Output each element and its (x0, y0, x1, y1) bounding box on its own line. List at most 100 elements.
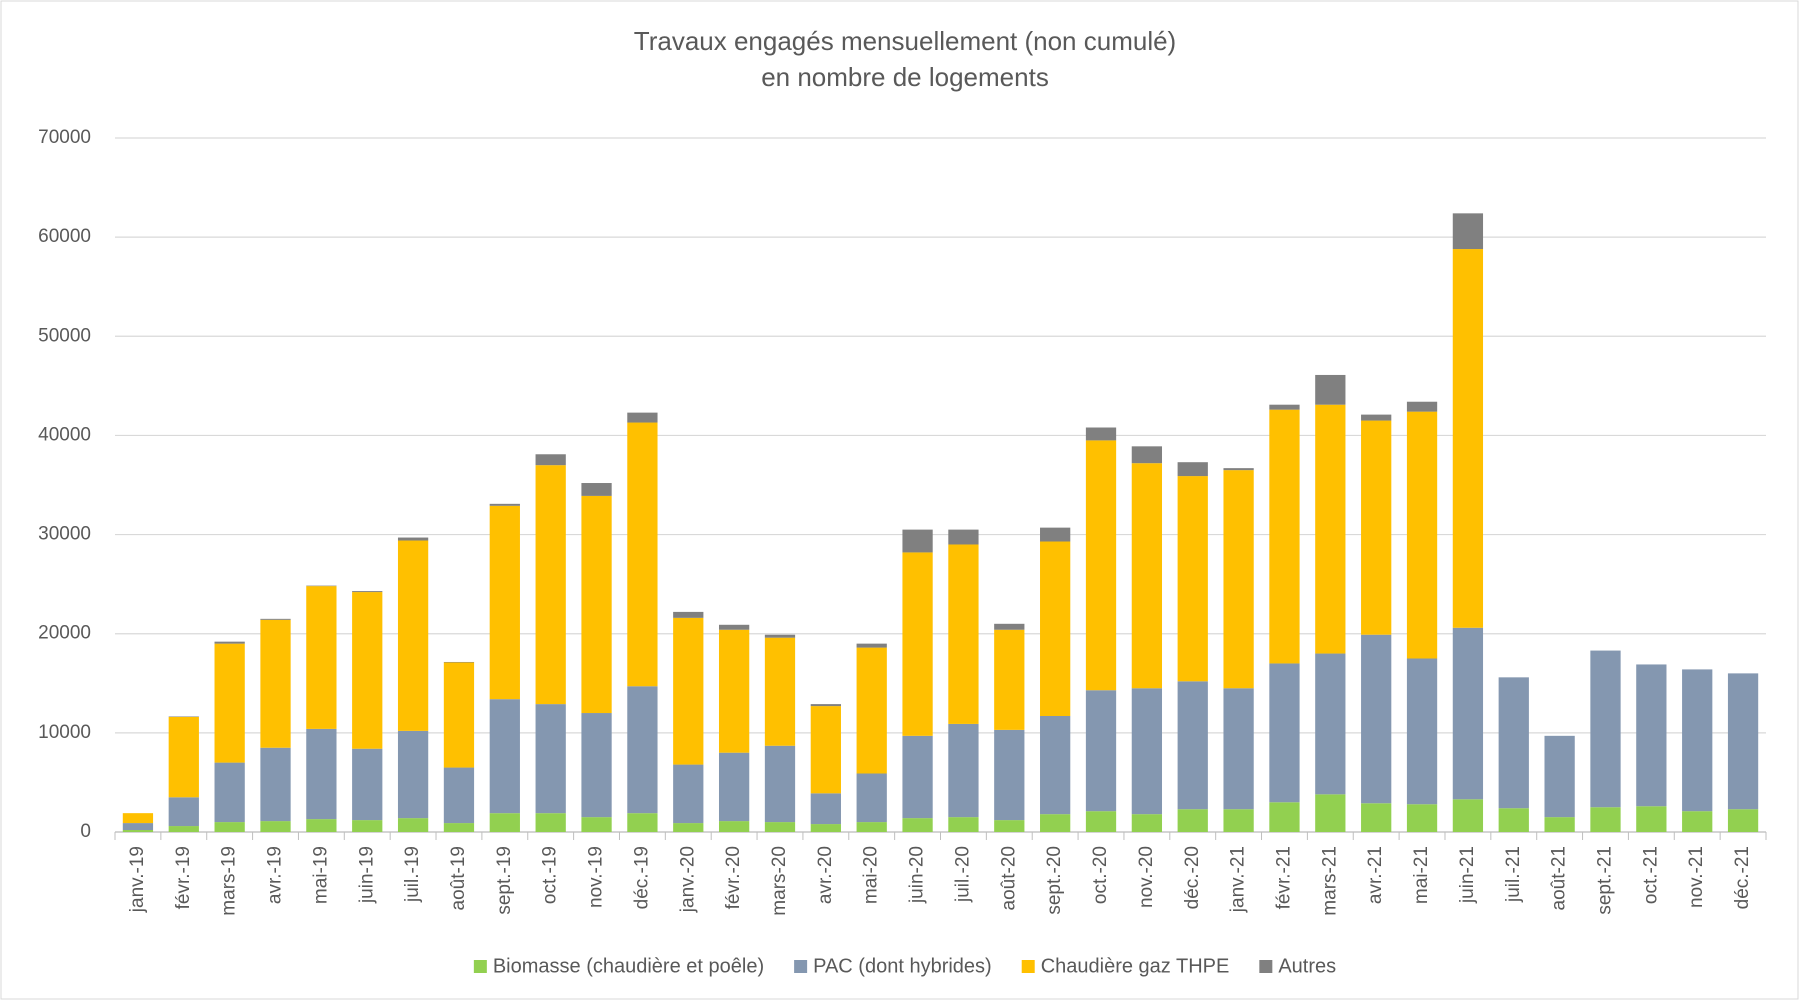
bar-segment (398, 538, 428, 541)
bar-segment (1453, 799, 1483, 832)
bar-segment (902, 530, 932, 553)
chart-title: Travaux engagés mensuellement (non cumul… (634, 26, 1176, 56)
x-tick-label: oct.-21 (1640, 846, 1661, 904)
y-tick-label: 0 (80, 821, 91, 842)
bar-segment (215, 644, 245, 763)
bar-segment (857, 644, 887, 648)
x-tick-label: nov.-20 (1136, 846, 1157, 908)
bar-segment (627, 423, 657, 687)
x-tick-label: mars-21 (1319, 846, 1340, 916)
x-tick-label: mars-20 (769, 846, 790, 916)
bar-segment (948, 530, 978, 545)
bar-segment (1499, 677, 1529, 808)
bar-segment (490, 699, 520, 813)
bar-segment (1132, 463, 1162, 688)
bar-segment (260, 748, 290, 821)
bar-segment (765, 746, 795, 822)
x-tick-label: avr.-21 (1365, 846, 1386, 904)
bar-segment (902, 818, 932, 832)
bar-segment (398, 731, 428, 818)
bar-segment (581, 496, 611, 713)
bar-segment (1223, 470, 1253, 688)
bar-segment (765, 635, 795, 638)
x-tick-label: juil.-19 (402, 846, 423, 903)
x-tick-label: août-21 (1549, 846, 1570, 910)
x-tick-label: févr.-19 (173, 846, 194, 909)
bar-segment (260, 620, 290, 748)
bar-segment (1499, 808, 1529, 832)
bar-segment (811, 706, 841, 793)
x-tick-label: août-20 (998, 846, 1019, 910)
bar-segment (1040, 716, 1070, 814)
bar-segment (1544, 736, 1574, 817)
bar-segment (994, 820, 1024, 832)
bar-segment (352, 592, 382, 749)
bar-segment (1361, 803, 1391, 832)
bar-segment (1269, 410, 1299, 664)
bar-segment (1086, 811, 1116, 832)
x-tick-label: juin-21 (1457, 846, 1478, 904)
bar-segment (1407, 804, 1437, 832)
bar-segment (673, 823, 703, 832)
x-tick-label: sept.-20 (1044, 846, 1065, 915)
bar-segment (1682, 811, 1712, 832)
bar-segment (994, 730, 1024, 820)
bar-segment (948, 724, 978, 817)
bar-segment (1223, 688, 1253, 809)
y-tick-label: 10000 (38, 722, 91, 743)
x-tick-label: mai-20 (861, 846, 882, 904)
legend-label: PAC (dont hybrides) (813, 955, 992, 977)
bar-segment (215, 822, 245, 832)
x-tick-label: oct.-20 (1090, 846, 1111, 904)
bar-segment (490, 504, 520, 506)
x-tick-label: mai-19 (310, 846, 331, 904)
legend-label: Biomasse (chaudière et poêle) (493, 955, 764, 977)
x-tick-label: juin-19 (356, 846, 377, 904)
x-tick-label: déc.-20 (1182, 846, 1203, 909)
bar-segment (902, 552, 932, 735)
bar-segment (719, 821, 749, 832)
legend-swatch (474, 960, 487, 973)
bar-segment (306, 586, 336, 729)
legend-swatch (1022, 960, 1035, 973)
bar-segment (1315, 405, 1345, 654)
chart-subtitle: en nombre de logements (761, 62, 1049, 92)
bar-segment (673, 618, 703, 765)
bar-segment (719, 630, 749, 753)
bar-segment (627, 813, 657, 832)
bar-segment (581, 817, 611, 832)
bar-segment (398, 818, 428, 832)
y-tick-label: 20000 (38, 623, 91, 644)
x-tick-label: juil.-21 (1503, 846, 1524, 903)
bar-segment (811, 824, 841, 832)
bar-segment (260, 619, 290, 620)
bar-segment (948, 544, 978, 723)
bar-segment (398, 541, 428, 731)
bar-segment (1407, 659, 1437, 805)
bar-segment (352, 591, 382, 592)
bar-segment (169, 826, 199, 832)
bar-segment (581, 713, 611, 817)
bar-segment (306, 729, 336, 819)
y-tick-label: 60000 (38, 226, 91, 247)
bar-segment (1361, 421, 1391, 635)
bar-segment (1453, 628, 1483, 800)
bar-segment (1682, 669, 1712, 811)
bar-segment (260, 821, 290, 832)
x-tick-label: déc.-19 (631, 846, 652, 909)
bar-segment (1223, 809, 1253, 832)
bar-segment (444, 662, 474, 767)
bar-segment (1269, 405, 1299, 410)
y-tick-label: 70000 (38, 127, 91, 148)
bar-segment (1132, 446, 1162, 463)
bar-segment (1086, 427, 1116, 440)
bar-segment (215, 763, 245, 822)
bar-segment (994, 630, 1024, 730)
bar-segment (765, 638, 795, 746)
bar-segment (719, 625, 749, 630)
y-tick-label: 30000 (38, 524, 91, 545)
bar-segment (123, 813, 153, 823)
x-tick-label: janv.-21 (1228, 846, 1249, 913)
bar-segment (444, 823, 474, 832)
